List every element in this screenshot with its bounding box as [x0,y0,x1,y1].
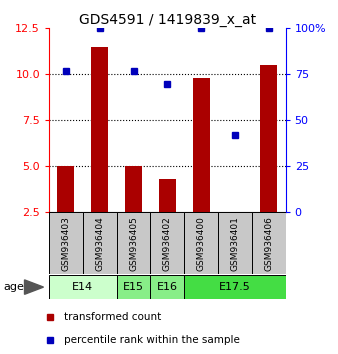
Bar [49,212,83,274]
Text: age: age [3,282,24,292]
Bar [117,212,150,274]
Text: GSM936404: GSM936404 [95,216,104,271]
Text: GSM936403: GSM936403 [62,216,70,271]
Bar [117,275,150,299]
Bar [125,166,142,212]
Bar [218,212,252,274]
Bar [83,212,117,274]
Text: GSM936400: GSM936400 [197,216,206,271]
Bar [49,275,117,299]
Bar [184,275,286,299]
Text: transformed count: transformed count [64,312,162,322]
Text: GSM936406: GSM936406 [264,216,273,271]
Text: percentile rank within the sample: percentile rank within the sample [64,335,240,346]
Text: E17.5: E17.5 [219,282,251,292]
Text: E16: E16 [157,282,178,292]
Polygon shape [25,280,44,294]
Bar [150,212,184,274]
Bar [260,65,277,212]
Text: GSM936401: GSM936401 [231,216,239,271]
Text: GSM936402: GSM936402 [163,216,172,271]
Bar [57,166,74,212]
Bar [252,212,286,274]
Bar [184,212,218,274]
Text: E14: E14 [72,282,93,292]
Text: GSM936405: GSM936405 [129,216,138,271]
Bar [193,78,210,212]
Bar [150,275,184,299]
Bar [91,47,108,212]
Bar [159,179,176,212]
Text: E15: E15 [123,282,144,292]
Title: GDS4591 / 1419839_x_at: GDS4591 / 1419839_x_at [79,13,256,27]
